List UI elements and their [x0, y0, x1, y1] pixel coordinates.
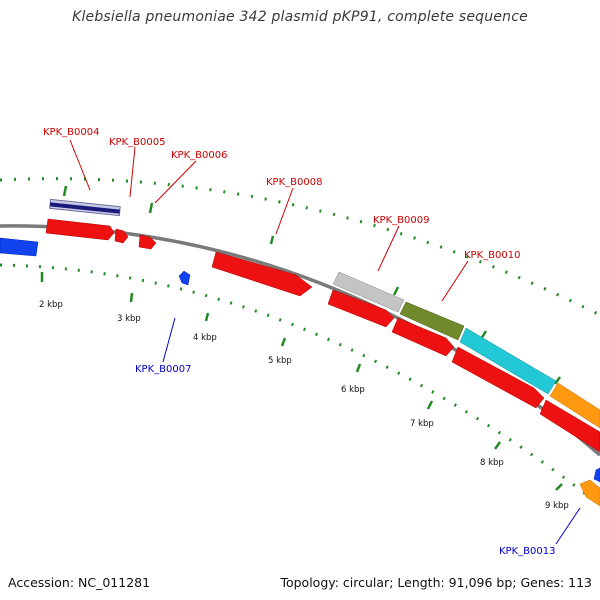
topology-summary: Topology: circular; Length: 91,096 bp; G… — [280, 575, 592, 590]
outer-major-ticks — [62, 185, 562, 385]
gene-bar-cyan — [459, 327, 557, 395]
gene-label-group: KPK_B0004 KPK_B0005 KPK_B0006 KPK_B0008 … — [43, 127, 555, 557]
scale-label-2kbp: 2 kbp — [39, 300, 63, 310]
gene-label-b0009: KPK_B0009 — [373, 215, 429, 226]
gene-label-b0005: KPK_B0005 — [109, 137, 165, 148]
gene-label-b0004: KPK_B0004 — [43, 127, 99, 138]
gene-bar-orange — [549, 382, 600, 429]
gene-arrow-blue-left — [0, 237, 39, 257]
gene-arrow-red-2 — [391, 317, 455, 357]
gene-arrow-b0006 — [138, 234, 157, 250]
forward-genes[interactable] — [45, 198, 600, 453]
inner-major-ticks — [40, 272, 563, 491]
scale-label-9kbp: 9 kbp — [545, 501, 569, 511]
gene-arrow-b0013-orange — [579, 479, 600, 507]
scale-label-4kbp: 4 kbp — [193, 333, 217, 343]
label-leaders — [69, 139, 581, 545]
scale-label-8kbp: 8 kbp — [480, 458, 504, 468]
gene-arrow-b0007 — [178, 270, 191, 286]
gene-arrow-red-1 — [327, 289, 395, 328]
gene-arrow-b0008 — [211, 251, 313, 297]
gene-bar-b0004 — [49, 202, 120, 214]
gene-label-b0008: KPK_B0008 — [266, 177, 322, 188]
accession-label: Accession: NC_011281 — [8, 575, 151, 590]
reverse-genes[interactable] — [0, 237, 600, 507]
gene-arrow-red-3 — [451, 346, 545, 409]
gene-label-b0010: KPK_B0010 — [464, 250, 520, 261]
scale-label-group: 2 kbp 3 kbp 4 kbp 5 kbp 6 kbp 7 kbp 8 kb… — [39, 300, 569, 511]
gene-label-b0013: KPK_B0013 — [499, 546, 555, 557]
gene-arrow-blue-right — [593, 467, 600, 483]
gene-label-b0007: KPK_B0007 — [135, 364, 191, 375]
scale-label-3kbp: 3 kbp — [117, 314, 141, 324]
gene-arrow-b0005 — [114, 228, 129, 244]
gene-arrow-red-4 — [539, 399, 600, 453]
map-title: Klebsiella pneumoniae 342 plasmid pKP91,… — [72, 9, 528, 25]
scale-label-7kbp: 7 kbp — [410, 419, 434, 429]
gene-label-b0006: KPK_B0006 — [171, 150, 227, 161]
scale-label-5kbp: 5 kbp — [268, 356, 292, 366]
outer-tick-ring — [0, 177, 600, 317]
gene-bar-b0009-grey — [332, 271, 405, 313]
scale-label-6kbp: 6 kbp — [341, 385, 365, 395]
gene-arrow-b0004 — [45, 218, 115, 241]
gene-bar-olive — [399, 301, 465, 341]
